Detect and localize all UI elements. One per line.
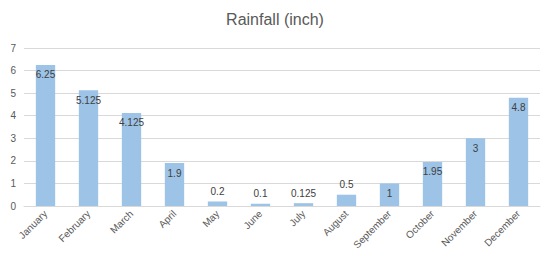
svg-text:0.125: 0.125 <box>291 188 316 199</box>
svg-text:1.9: 1.9 <box>168 168 182 179</box>
svg-text:3: 3 <box>473 143 479 154</box>
svg-text:October: October <box>403 208 436 241</box>
svg-text:1: 1 <box>387 188 393 199</box>
svg-text:March: March <box>108 208 135 235</box>
svg-text:0.5: 0.5 <box>340 179 354 190</box>
svg-text:7: 7 <box>10 43 16 54</box>
svg-text:5: 5 <box>10 88 16 99</box>
svg-text:5.125: 5.125 <box>76 95 101 106</box>
svg-text:2: 2 <box>10 155 16 166</box>
svg-text:June: June <box>241 208 264 231</box>
svg-text:November: November <box>439 208 480 249</box>
svg-text:1.95: 1.95 <box>423 166 443 177</box>
svg-text:September: September <box>351 208 394 251</box>
svg-text:0.1: 0.1 <box>254 188 268 199</box>
svg-text:4.125: 4.125 <box>119 117 144 128</box>
svg-text:July: July <box>287 208 307 228</box>
svg-text:May: May <box>200 208 221 229</box>
svg-text:January: January <box>16 208 49 241</box>
svg-text:Rainfall (inch): Rainfall (inch) <box>226 11 324 28</box>
svg-text:6: 6 <box>10 65 16 76</box>
svg-text:April: April <box>156 208 178 230</box>
svg-text:6.25: 6.25 <box>36 69 56 80</box>
svg-text:1: 1 <box>10 178 16 189</box>
svg-text:0.2: 0.2 <box>211 186 225 197</box>
svg-text:3: 3 <box>10 133 16 144</box>
svg-text:August: August <box>321 208 351 238</box>
svg-text:December: December <box>482 208 523 249</box>
svg-text:4.8: 4.8 <box>512 102 526 113</box>
svg-text:0: 0 <box>10 201 16 212</box>
svg-text:February: February <box>56 208 92 244</box>
svg-text:4: 4 <box>10 110 16 121</box>
